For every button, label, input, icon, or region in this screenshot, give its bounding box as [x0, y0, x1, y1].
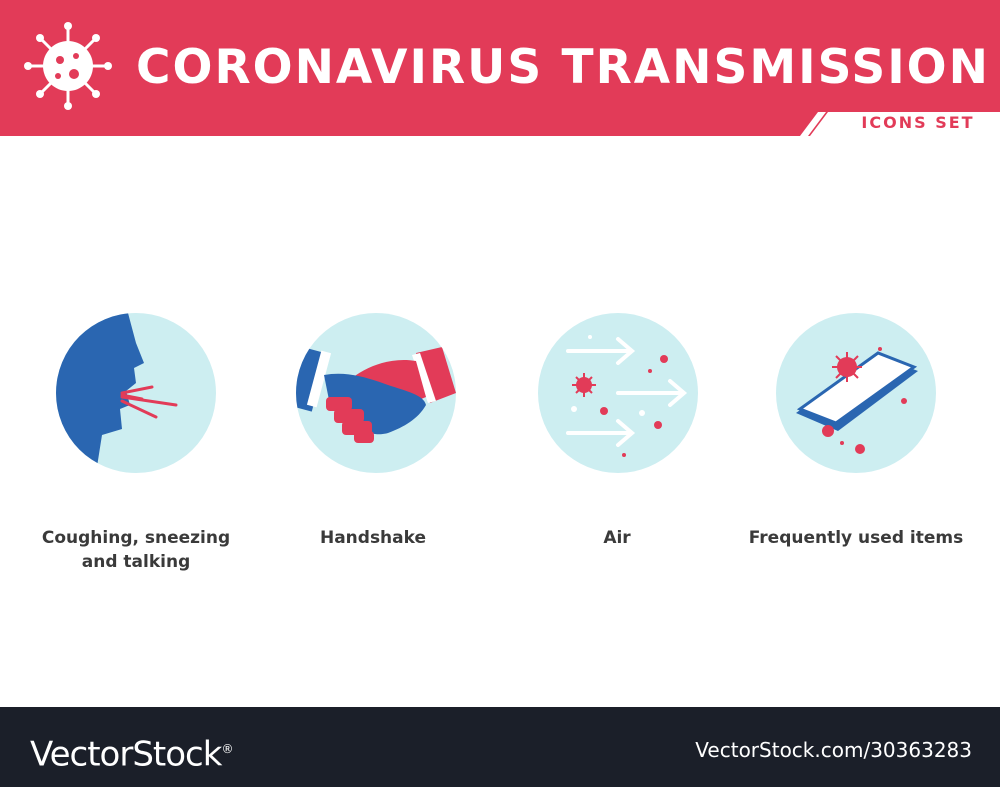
image-url: VectorStock.com/30363283: [695, 738, 972, 762]
coughing-label-line2: and talking: [81, 552, 191, 572]
handshake-label: Handshake: [263, 526, 483, 550]
icons-set-tag: ICONS SET: [800, 108, 1000, 136]
frequently-used-items-label-line1: Frequently used items: [748, 528, 964, 548]
coughing-face-icon: [56, 313, 216, 473]
vectorstock-logo: VectorStock®: [30, 729, 233, 775]
air-label: Air: [507, 526, 727, 550]
coughing-label: Coughing, sneezing and talking: [26, 526, 246, 574]
contaminated-phone-icon: [776, 313, 936, 473]
handshake-label-line1: Handshake: [319, 528, 427, 548]
coughing-label-line1: Coughing, sneezing: [41, 528, 231, 548]
brand-name: VectorStock: [30, 734, 222, 775]
header-banner: CORONAVIRUS TRANSMISSION ICONS SET: [0, 0, 1000, 136]
registered-mark: ®: [221, 742, 233, 756]
air-label-line1: Air: [603, 528, 631, 548]
icons-set-label: ICONS SET: [861, 113, 975, 132]
handshake-icon: [296, 313, 456, 473]
footer-bar: VectorStock® VectorStock.com/30363283: [0, 707, 1000, 787]
airborne-virus-icon: [538, 313, 698, 473]
coronavirus-icon: [22, 20, 114, 112]
frequently-used-items-label: Frequently used items: [746, 526, 966, 550]
page-title: CORONAVIRUS TRANSMISSION: [136, 40, 990, 95]
